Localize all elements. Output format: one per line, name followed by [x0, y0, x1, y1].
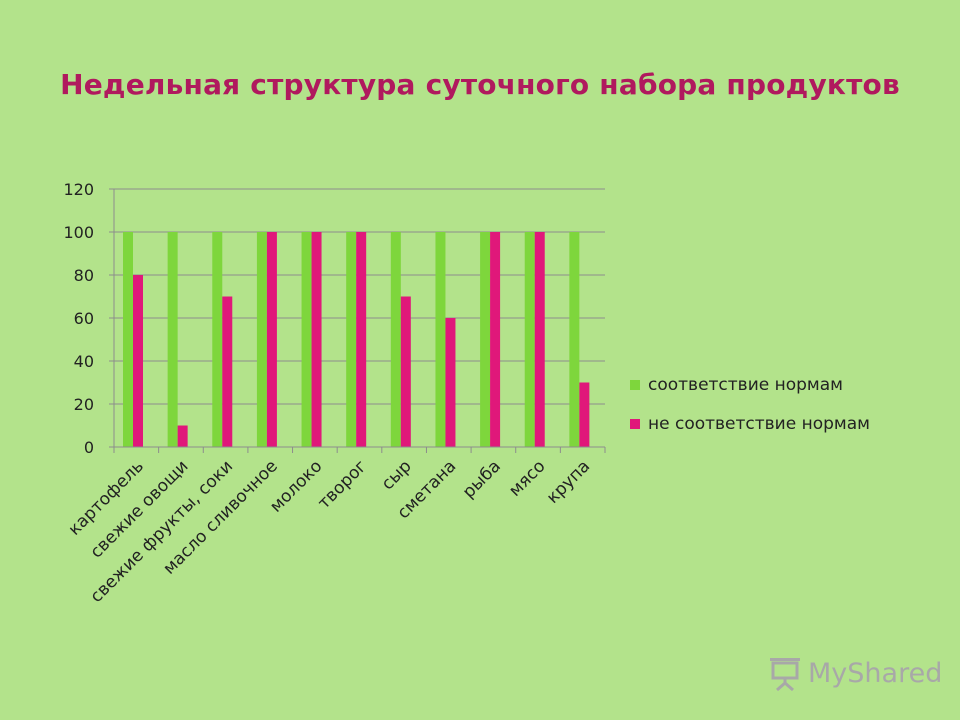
- bar-compliant: [390, 232, 401, 447]
- x-tick-label: творог: [314, 456, 371, 513]
- bar-noncompliant: [266, 232, 277, 447]
- legend-label: не соответствие нормам: [648, 414, 870, 434]
- bar-noncompliant: [445, 318, 456, 447]
- bar-compliant: [167, 232, 178, 447]
- y-tick-label: 80: [74, 266, 94, 285]
- watermark: MyShared: [768, 655, 942, 691]
- legend-swatch: [630, 380, 640, 390]
- y-tick-label: 100: [63, 223, 94, 242]
- bar-compliant: [524, 232, 535, 447]
- projector-screen-icon: [770, 658, 800, 691]
- x-tick-label: крупа: [543, 456, 594, 507]
- bar-noncompliant: [534, 232, 545, 447]
- legend: соответствие нормам не соответствие норма…: [630, 375, 870, 434]
- bar-noncompliant: [579, 382, 590, 447]
- bar-noncompliant: [311, 232, 322, 447]
- bar-compliant: [256, 232, 267, 447]
- bar-noncompliant: [356, 232, 367, 447]
- x-tick-label: рыба: [459, 456, 505, 502]
- bar-compliant: [435, 232, 446, 447]
- y-tick-label: 40: [74, 352, 94, 371]
- legend-label: соответствие нормам: [648, 375, 843, 395]
- bars: [123, 232, 590, 447]
- bar-compliant: [346, 232, 357, 447]
- bar-compliant: [480, 232, 491, 447]
- bar-compliant: [123, 232, 133, 447]
- y-tick-label: 0: [84, 438, 94, 457]
- chart-title: Недельная структура суточного набора про…: [60, 68, 900, 101]
- bar-compliant: [212, 232, 223, 447]
- y-tick-labels: 0 20 40 60 80 100 120: [63, 180, 94, 457]
- y-tick-label: 20: [74, 395, 94, 414]
- axes: [109, 188, 606, 453]
- watermark-text: MyShared: [808, 657, 943, 689]
- bar-noncompliant: [222, 296, 233, 447]
- y-tick-label: 120: [63, 180, 94, 199]
- x-tick-label: сыр: [378, 456, 416, 494]
- bar-noncompliant: [490, 232, 501, 447]
- legend-swatch: [630, 419, 640, 429]
- bar-compliant: [301, 232, 312, 447]
- bar-noncompliant: [133, 275, 143, 447]
- bar-noncompliant: [400, 296, 411, 447]
- y-tick-label: 60: [74, 309, 94, 328]
- bar-noncompliant: [177, 425, 188, 447]
- bar-compliant: [569, 232, 580, 447]
